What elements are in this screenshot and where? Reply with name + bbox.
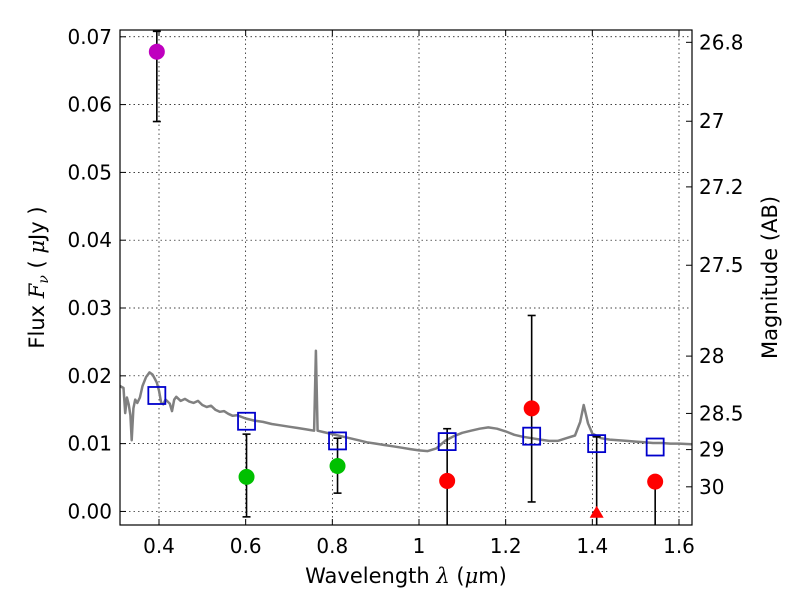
y-axis-label-unit-mu: μ xyxy=(25,240,49,254)
y-axis-label-symbol: F xyxy=(25,282,49,299)
plot-frame xyxy=(119,29,693,526)
y-tick-label-0: 0.00 xyxy=(67,499,112,523)
y2-tick-label-4: 28 xyxy=(699,344,724,368)
model-photometry-square-3 xyxy=(437,432,457,451)
model-photometry-square-1 xyxy=(237,411,256,431)
observed-point-1 xyxy=(238,468,255,485)
y2-tick-label-0: 26.8 xyxy=(699,30,744,54)
y-axis-label-unit-rest: Jy ) xyxy=(25,206,49,242)
x-tick-label-2: 0.8 xyxy=(316,534,348,558)
y-tick-label-4: 0.04 xyxy=(67,228,112,252)
model-photometry-square-0 xyxy=(147,386,167,405)
observed-point-6 xyxy=(647,473,664,490)
y2-tick-label-6: 29 xyxy=(699,438,724,462)
y-axis-label-unit-open: ( xyxy=(25,254,49,276)
x-axis-label: Wavelength λ (μm) xyxy=(305,564,507,588)
y2-axis-label: Magnitude (AB) xyxy=(758,196,782,359)
x-tick-label-1: 0.6 xyxy=(230,534,262,558)
x-axis-label-unit-mu: μ xyxy=(465,564,479,588)
x-axis-label-text: Wavelength xyxy=(305,564,436,588)
observed-point-0 xyxy=(148,43,165,60)
y-tick-label-5: 0.05 xyxy=(67,160,112,184)
model-layer xyxy=(120,349,692,453)
observed-point-2 xyxy=(329,458,346,475)
model-photometry-square-2 xyxy=(328,431,347,451)
observed-point-5 xyxy=(589,505,604,518)
y-tick-label-7: 0.07 xyxy=(67,25,112,49)
ticks: 0.4 0.6 0.8 1 1.2 1.4 1.6 0.00 0.01 0.02 0.03 0.04 0… xyxy=(67,25,743,558)
model-photometry-square-4 xyxy=(522,426,542,446)
observed-point-4 xyxy=(523,400,540,417)
x-axis-label-unit-open: ( xyxy=(450,564,465,588)
model-spectrum-line xyxy=(120,349,692,453)
y2-tick-label-3: 27.5 xyxy=(699,253,744,277)
observed-point-3 xyxy=(439,472,456,489)
y-axis-label-subscript: ν xyxy=(36,275,52,284)
grid xyxy=(120,30,692,525)
y-tick-label-2: 0.02 xyxy=(67,364,112,388)
errorbar-layer xyxy=(152,30,660,525)
y-axis-label-text: Flux xyxy=(25,298,49,348)
y2-tick-label-5: 28.5 xyxy=(699,401,744,425)
x-axis-label-unit-rest: m) xyxy=(478,564,507,588)
y-tick-label-3: 0.03 xyxy=(67,296,112,320)
x-axis-label-symbol: λ xyxy=(435,564,449,588)
x-tick-label-3: 1 xyxy=(413,534,426,558)
x-tick-label-4: 1.2 xyxy=(490,534,522,558)
y2-tick-label-2: 27.2 xyxy=(699,175,744,199)
y-axis-label: Flux Fν ( μJy ) xyxy=(25,206,52,348)
y2-tick-label-1: 27 xyxy=(699,109,724,133)
model-photometry-layer xyxy=(147,386,665,457)
x-tick-label-0: 0.4 xyxy=(143,534,175,558)
model-photometry-square-6 xyxy=(645,437,665,457)
points-layer xyxy=(148,43,664,518)
model-photometry-square-5 xyxy=(587,434,607,454)
x-tick-label-5: 1.4 xyxy=(576,534,608,558)
y2-tick-label-7: 30 xyxy=(699,475,724,499)
y-tick-label-1: 0.01 xyxy=(67,432,112,456)
x-tick-label-6: 1.6 xyxy=(663,534,695,558)
y-tick-label-6: 0.06 xyxy=(67,93,112,117)
